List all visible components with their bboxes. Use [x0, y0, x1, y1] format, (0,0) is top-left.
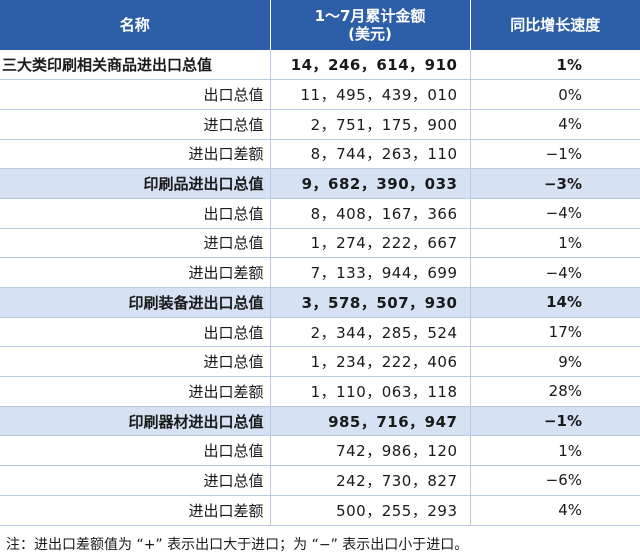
row-name: 进出口差额 [0, 495, 270, 526]
row-name: 出口总值 [0, 79, 270, 110]
row-value: 2，751，175，900 [269, 109, 470, 140]
row-value: 3，578，507，930 [269, 287, 470, 318]
row-growth: 0% [469, 79, 640, 110]
row-growth: 4% [469, 109, 640, 140]
header-amount-line1: 1～7月累计金额 [314, 7, 426, 25]
row-growth: 28% [469, 376, 640, 407]
row-name: 进出口差额 [0, 376, 270, 407]
table-row: 进口总值 242，730，827 −6% [0, 465, 640, 496]
row-value: 1，234，222，406 [269, 346, 470, 378]
row-value: 500，255，293 [269, 495, 470, 526]
table-row: 进出口差额 8，744，263，110 −1% [0, 139, 640, 170]
row-name: 三大类印刷相关商品进出口总值 [0, 50, 270, 81]
row-growth: 1% [469, 228, 640, 259]
table-row: 出口总值 742，986，120 1% [0, 435, 640, 467]
row-growth: −3% [469, 168, 640, 199]
row-growth: 9% [469, 346, 640, 378]
row-value: 11，495，439，010 [269, 79, 470, 110]
row-name: 印刷装备进出口总值 [0, 287, 270, 318]
row-growth: −6% [469, 465, 640, 496]
row-name: 进出口差额 [0, 257, 270, 288]
row-name: 进出口差额 [0, 139, 270, 170]
row-growth: −1% [469, 406, 640, 437]
table-body: 三大类印刷相关商品进出口总值 14，246，614，910 1% 出口总值 11，495… [0, 50, 640, 526]
row-name: 进口总值 [0, 109, 270, 140]
footnote: 注：进出口差额值为 “+” 表示出口大于进口；为 “−” 表示出口小于进口。 [6, 537, 469, 553]
table-row: 三大类印刷相关商品进出口总值 14，246，614，910 1% [0, 50, 640, 81]
row-value: 2，344，285，524 [269, 317, 470, 348]
row-name: 进口总值 [0, 346, 270, 378]
row-value: 985，716，947 [269, 406, 470, 437]
header-amount-line2: (美元) [348, 25, 392, 43]
row-value: 1，274，222，667 [269, 228, 470, 259]
table-header: 名称 1～7月累计金额 (美元) 同比增长速度 [0, 0, 640, 50]
row-growth: −4% [469, 257, 640, 288]
row-name: 出口总值 [0, 198, 270, 229]
row-value: 242，730，827 [269, 465, 470, 496]
table-row: 出口总值 8，408，167，366 −4% [0, 198, 640, 229]
row-value: 742，986，120 [269, 435, 470, 467]
table-row: 进口总值 2，751，175，900 4% [0, 109, 640, 140]
table-row: 印刷品进出口总值 9，682，390，033 −3% [0, 168, 640, 199]
table-row: 印刷器材进出口总值 985，716，947 −1% [0, 406, 640, 437]
row-name: 进口总值 [0, 228, 270, 259]
table-row: 进口总值 1，274，222，667 1% [0, 228, 640, 259]
header-amount: 1～7月累计金额 (美元) [269, 0, 470, 50]
trade-table: 名称 1～7月累计金额 (美元) 同比增长速度 三大类印刷相关商品进出口总值 14… [0, 0, 640, 526]
table-row: 进出口差额 1，110，063，118 28% [0, 376, 640, 407]
row-growth: 17% [469, 317, 640, 348]
table-row: 进出口差额 500，255，293 4% [0, 495, 640, 526]
row-growth: 14% [469, 287, 640, 318]
row-growth: 1% [469, 435, 640, 467]
row-value: 9，682，390，033 [269, 168, 470, 199]
header-name: 名称 [0, 0, 270, 50]
row-value: 14，246，614，910 [269, 50, 470, 81]
table-row: 进口总值 1，234，222，406 9% [0, 346, 640, 378]
row-value: 8，408，167，366 [269, 198, 470, 229]
row-value: 8，744，263，110 [269, 139, 470, 170]
row-name: 印刷器材进出口总值 [0, 406, 270, 437]
table-row: 出口总值 11，495，439，010 0% [0, 79, 640, 110]
row-growth: −4% [469, 198, 640, 229]
row-growth: −1% [469, 139, 640, 170]
row-value: 1，110，063，118 [269, 376, 470, 407]
row-growth: 4% [469, 495, 640, 526]
table-row: 进出口差额 7，133，944，699 −4% [0, 257, 640, 288]
row-name: 印刷品进出口总值 [0, 168, 270, 199]
row-growth: 1% [469, 50, 640, 81]
row-name: 进口总值 [0, 465, 270, 496]
header-growth: 同比增长速度 [469, 0, 640, 50]
row-name: 出口总值 [0, 317, 270, 348]
table-row: 印刷装备进出口总值 3，578，507，930 14% [0, 287, 640, 318]
row-value: 7，133，944，699 [269, 257, 470, 288]
table-row: 出口总值 2，344，285，524 17% [0, 317, 640, 348]
row-name: 出口总值 [0, 435, 270, 467]
